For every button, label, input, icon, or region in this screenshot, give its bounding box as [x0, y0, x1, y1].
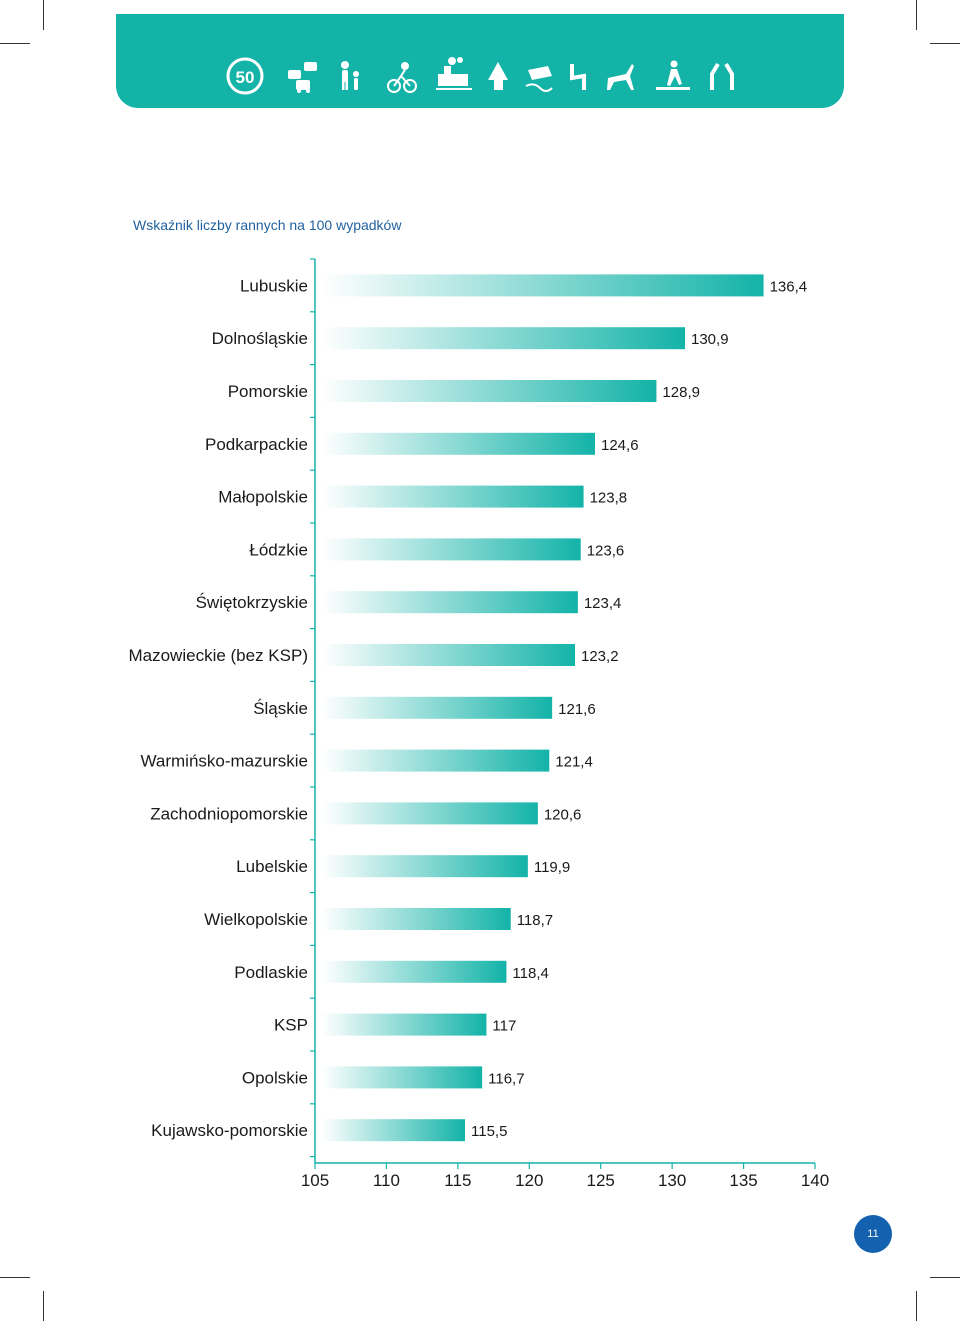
category-label: Pomorskie — [228, 382, 308, 401]
crop-mark — [916, 0, 917, 30]
tree-icon — [488, 62, 508, 90]
value-label: 136,4 — [770, 278, 808, 295]
bar — [322, 855, 528, 878]
winding-road-icon — [570, 64, 586, 90]
category-label: Lubuskie — [240, 276, 308, 295]
bar — [322, 749, 550, 772]
value-label: 121,4 — [555, 754, 593, 771]
svg-text:50: 50 — [236, 68, 255, 87]
crop-mark — [0, 1277, 30, 1278]
x-tick-label: 125 — [587, 1171, 615, 1190]
category-label: Świętokrzyskie — [196, 593, 308, 612]
bar — [322, 802, 538, 825]
value-label: 116,7 — [488, 1070, 524, 1087]
bar — [322, 960, 507, 983]
category-label: Podlaskie — [234, 963, 308, 982]
category-label: Opolskie — [242, 1068, 308, 1087]
category-label: Mazowieckie (bez KSP) — [128, 646, 308, 665]
bar-chart: Lubuskie 136,4 Dolnośląskie 130,9 Pomorskie 1… — [128, 258, 829, 1190]
bar — [322, 1066, 483, 1089]
value-label: 119,9 — [534, 859, 570, 876]
x-tick-label: 105 — [301, 1171, 329, 1190]
crop-mark — [43, 0, 44, 30]
value-label: 117 — [492, 1018, 516, 1035]
category-label: Lubelskie — [236, 857, 308, 876]
category-label: Śląskie — [253, 699, 308, 718]
category-label: Małopolskie — [218, 488, 308, 507]
category-label: Warmińsko-mazurskie — [140, 752, 308, 771]
x-tick-label: 140 — [801, 1171, 829, 1190]
value-label: 118,7 — [517, 912, 553, 929]
value-label: 121,6 — [558, 701, 596, 718]
header-icon-row: 50 — [226, 57, 734, 95]
value-label: 118,4 — [512, 965, 548, 982]
bar — [322, 591, 578, 614]
bar — [322, 644, 575, 666]
train-crossing-icon — [436, 57, 472, 90]
value-label: 120,6 — [544, 806, 582, 823]
bar — [322, 908, 511, 930]
x-tick-label: 130 — [658, 1171, 686, 1190]
skidding-car-icon — [525, 66, 553, 92]
category-label: Łódzkie — [249, 540, 308, 559]
x-tick-label: 110 — [373, 1171, 400, 1190]
bar — [322, 327, 685, 350]
cyclist-icon — [387, 62, 417, 93]
crop-mark — [930, 1277, 960, 1278]
bar — [322, 1013, 487, 1036]
x-tick-label: 115 — [444, 1171, 471, 1190]
chart-title: Wskaźnik liczby rannych na 100 wypadków — [133, 217, 402, 233]
category-label: Wielkopolskie — [204, 910, 308, 929]
bar — [322, 380, 657, 402]
bar — [322, 696, 553, 719]
value-label: 128,9 — [662, 384, 700, 401]
page-number-badge: 11 — [854, 1215, 892, 1253]
x-tick-label: 135 — [729, 1171, 757, 1190]
pedestrian-crossing-icon — [656, 60, 690, 90]
value-label: 115,5 — [471, 1123, 507, 1140]
value-label: 123,6 — [587, 542, 625, 559]
category-label: Dolnośląskie — [212, 329, 308, 348]
crop-mark — [0, 43, 30, 44]
value-label: 130,9 — [691, 331, 729, 348]
speed-limit-50-icon: 50 — [226, 57, 264, 95]
bar — [322, 432, 595, 455]
category-label: Kujawsko-pomorskie — [151, 1121, 308, 1140]
value-label: 123,2 — [581, 648, 619, 665]
wild-animal-icon — [607, 64, 634, 90]
bar — [322, 274, 764, 297]
category-label: Podkarpackie — [205, 435, 308, 454]
bar — [322, 485, 584, 508]
value-label: 124,6 — [601, 437, 639, 454]
category-label: Zachodniopomorskie — [150, 804, 308, 823]
road-narrowing-icon — [710, 62, 734, 90]
crop-mark — [916, 1291, 917, 1321]
crop-mark — [43, 1291, 44, 1321]
x-tick-label: 120 — [515, 1171, 543, 1190]
bar — [322, 538, 581, 561]
value-label: 123,8 — [590, 490, 628, 507]
pedestrian-with-child-icon — [341, 61, 359, 90]
crop-mark — [930, 43, 960, 44]
traffic-jam-icon — [288, 62, 317, 93]
value-label: 123,4 — [584, 595, 622, 612]
bar — [322, 1119, 465, 1142]
category-label: KSP — [274, 1016, 308, 1035]
